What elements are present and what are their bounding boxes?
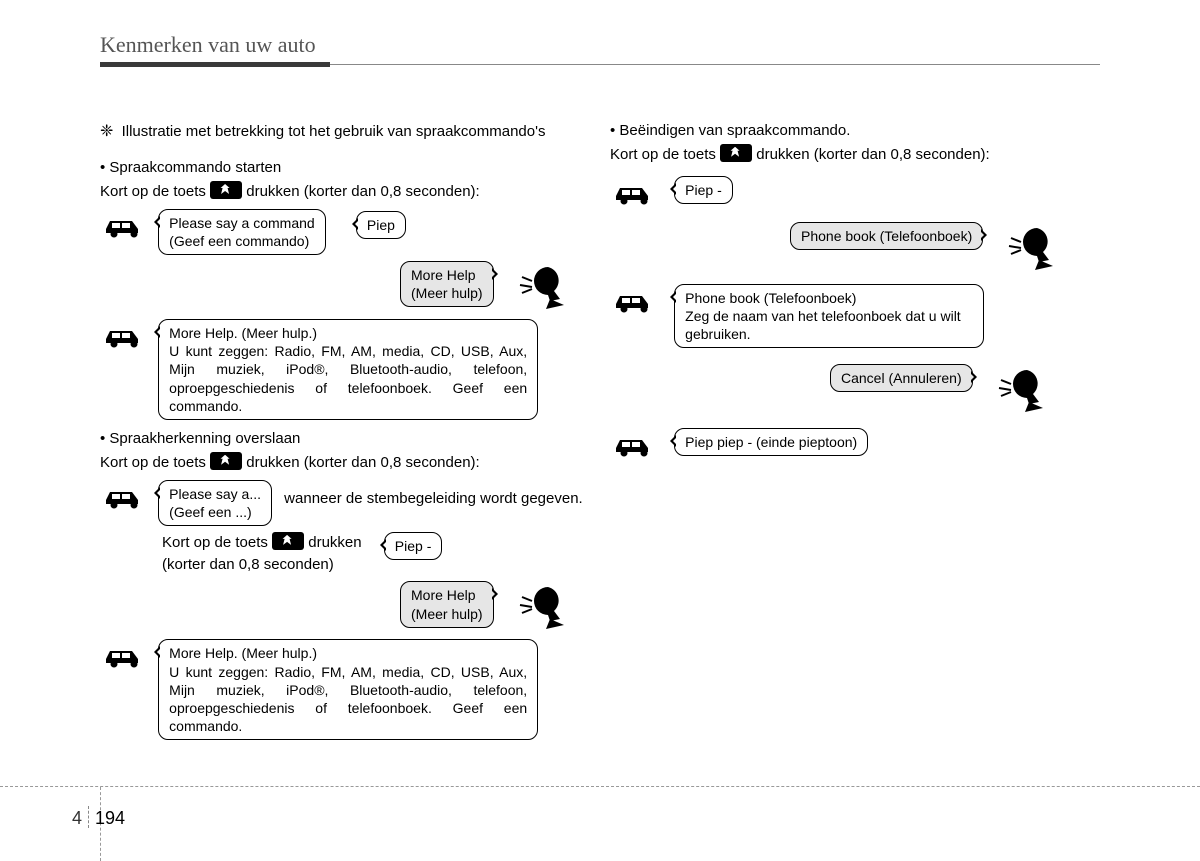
intro-line: ❈ Illustratie met betrekking tot het geb… [100, 120, 590, 143]
r-heading: • Beëindigen van spraakcommando. [610, 120, 1100, 142]
s1-morehelp-row: More Help (Meer hulp) [100, 261, 590, 313]
bubble-beep: Piep - [674, 176, 733, 204]
bubble-more-help: More Help (Meer hulp) [400, 581, 494, 627]
page-header-title: Kenmerken van uw auto [100, 32, 316, 58]
bubble-phonebook: Phone book (Telefoonboek) [790, 222, 983, 250]
bubble-beep-end: Piep piep - (einde pieptoon) [674, 428, 868, 456]
s2-press: Kort op de toets drukken (korter dan 0,8… [100, 452, 590, 474]
left-column: ❈ Illustratie met betrekking tot het geb… [100, 120, 590, 746]
car-icon [610, 176, 658, 208]
bubble-say-command: Please say a command (Geef een commando) [158, 209, 326, 255]
voice-key-icon [210, 452, 242, 470]
s2-morehelp-row: More Help (Meer hulp) [100, 581, 590, 633]
bubble-cancel: Cancel (Annuleren) [830, 364, 973, 392]
r-phonebook-row: Phone book (Telefoonboek) [610, 222, 1100, 274]
header-rule [100, 62, 1100, 67]
bubble-pb-prompt: Phone book (Telefoonboek) Zeg de naam va… [674, 284, 984, 349]
right-column: • Beëindigen van spraakcommando. Kort op… [610, 120, 1100, 466]
speaking-head-icon [993, 364, 1051, 416]
bubble-beep: Piep - [384, 532, 443, 560]
speaking-head-icon [1003, 222, 1061, 274]
s1-help-row: More Help. (Meer hulp.) U kunt zeggen: R… [100, 319, 590, 420]
r-beepend-row: Piep piep - (einde pieptoon) [610, 428, 1100, 460]
s2-row1: Please say a... (Geef een ...) wanneer d… [100, 480, 590, 526]
voice-key-icon [720, 144, 752, 162]
r-pbprompt-row: Phone book (Telefoonboek) Zeg de naam va… [610, 284, 1100, 349]
bubble-help-body: More Help. (Meer hulp.) U kunt zeggen: R… [158, 639, 538, 740]
s2-trailing: wanneer de stembegeleiding wordt gegeven… [284, 480, 583, 510]
r-press: Kort op de toets drukken (korter dan 0,8… [610, 144, 1100, 166]
intro-text: Illustratie met betrekking tot het gebru… [122, 123, 546, 140]
s2-help-row: More Help. (Meer hulp.) U kunt zeggen: R… [100, 639, 590, 740]
s1-row1: Please say a command (Geef een commando)… [100, 209, 590, 255]
s2-heading: • Spraakherkenning overslaan [100, 428, 590, 450]
flower-icon: ❈ [100, 123, 113, 140]
dashed-horizontal [0, 786, 1200, 787]
car-icon [610, 284, 658, 316]
car-icon [100, 480, 148, 512]
bubble-help-body: More Help. (Meer hulp.) U kunt zeggen: R… [158, 319, 538, 420]
s1-press: Kort op de toets drukken (korter dan 0,8… [100, 181, 590, 203]
voice-key-icon [210, 181, 242, 199]
r-beep1-row: Piep - [610, 176, 1100, 208]
s1-heading: • Spraakcommando starten [100, 157, 590, 179]
page-number: 4194 [72, 806, 125, 829]
bubble-say-a: Please say a... (Geef een ...) [158, 480, 272, 526]
speaking-head-icon [514, 581, 572, 633]
s2-press2: Kort op de toets drukken (korter dan 0,8… [100, 532, 590, 576]
speaking-head-icon [514, 261, 572, 313]
bubble-more-help: More Help (Meer hulp) [400, 261, 494, 307]
car-icon [100, 639, 148, 671]
bubble-beep: Piep [356, 211, 406, 239]
r-cancel-row: Cancel (Annuleren) [610, 364, 1100, 416]
voice-key-icon [272, 532, 304, 550]
car-icon [100, 209, 148, 241]
car-icon [100, 319, 148, 351]
car-icon [610, 428, 658, 460]
